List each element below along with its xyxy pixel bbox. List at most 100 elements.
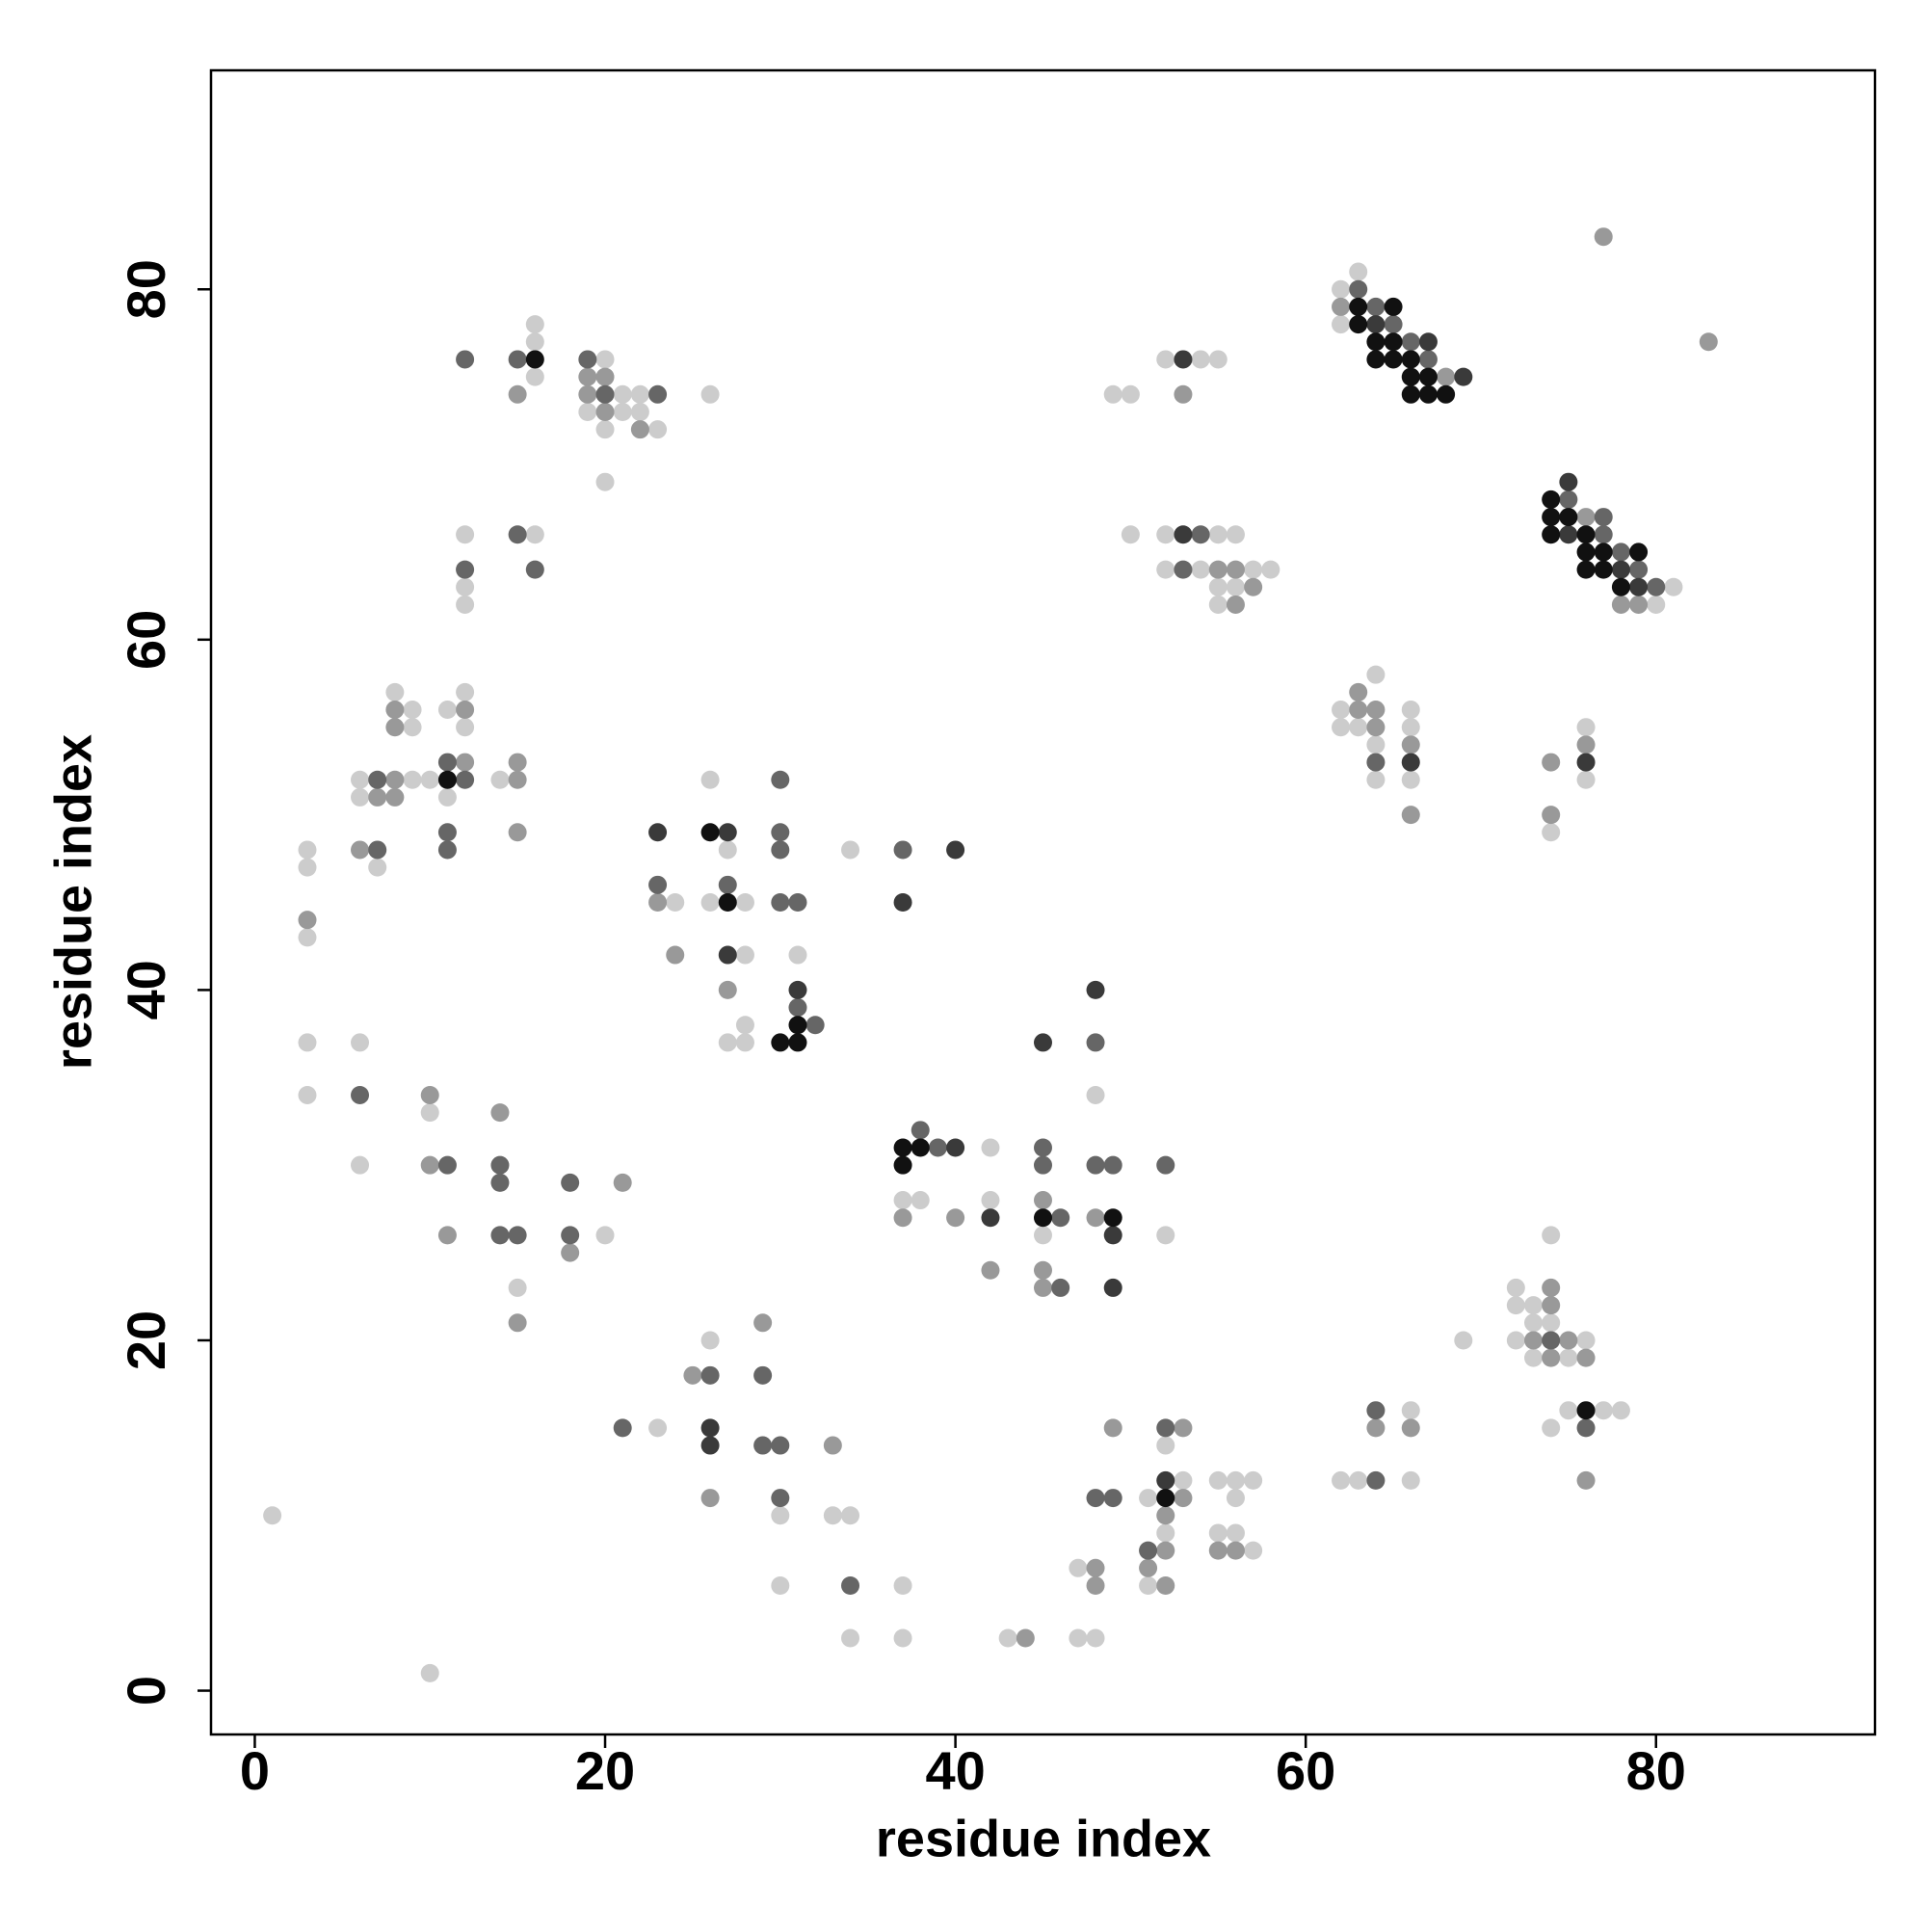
point [1366, 735, 1386, 754]
point [437, 770, 457, 789]
point [298, 840, 317, 860]
point [1086, 980, 1105, 999]
point [1261, 560, 1280, 579]
point [700, 770, 720, 789]
point [1401, 701, 1420, 720]
point [911, 1191, 930, 1210]
point [456, 560, 475, 579]
point [385, 682, 405, 701]
point [1506, 1278, 1525, 1297]
point [420, 1085, 439, 1104]
point [1647, 577, 1666, 596]
point [1594, 1401, 1613, 1420]
point [1349, 1470, 1368, 1490]
point [578, 384, 597, 404]
point [1349, 701, 1368, 720]
point [700, 1331, 720, 1350]
point [1576, 718, 1596, 737]
point [1156, 1523, 1175, 1543]
point [771, 823, 790, 842]
point [1542, 753, 1561, 772]
point [1611, 595, 1630, 614]
point [1524, 1348, 1544, 1367]
point [1244, 560, 1263, 579]
point [893, 1191, 912, 1210]
point [700, 1365, 720, 1385]
point [1086, 1033, 1105, 1052]
point [1647, 595, 1666, 614]
point [718, 980, 737, 999]
point [351, 840, 370, 860]
point [508, 823, 527, 842]
point [1103, 1489, 1122, 1508]
point [1139, 1489, 1158, 1508]
point [1034, 1260, 1052, 1280]
point [368, 770, 387, 789]
point [1069, 1628, 1088, 1648]
point [1559, 1331, 1578, 1350]
point [508, 350, 527, 369]
point [351, 787, 370, 807]
point [700, 1489, 720, 1508]
point [753, 1436, 773, 1455]
point [735, 1016, 754, 1035]
point [508, 384, 527, 404]
point [1349, 315, 1368, 334]
point [1542, 1226, 1561, 1245]
point [1576, 508, 1596, 527]
point [893, 840, 912, 860]
point [561, 1226, 580, 1245]
point [1156, 1489, 1175, 1508]
point [1051, 1208, 1070, 1228]
point [1174, 1418, 1193, 1438]
point [1174, 560, 1193, 579]
point [893, 893, 912, 912]
point [1034, 1191, 1052, 1210]
point [1174, 1489, 1193, 1508]
point [1139, 1575, 1158, 1595]
point [1174, 1470, 1193, 1490]
y-tick-label: 40 [116, 960, 176, 1019]
point [561, 1243, 580, 1262]
point [385, 770, 405, 789]
point [368, 858, 387, 877]
point [508, 1278, 527, 1297]
point [595, 402, 615, 421]
point [1086, 1085, 1105, 1104]
point [525, 560, 544, 579]
point [1401, 718, 1420, 737]
point [998, 1628, 1017, 1648]
point [805, 1016, 825, 1035]
point [1559, 508, 1578, 527]
point [1559, 490, 1578, 509]
point [263, 1506, 282, 1525]
point [788, 893, 807, 912]
point [437, 787, 457, 807]
point [946, 1138, 965, 1157]
point [1384, 332, 1403, 352]
point [1103, 1278, 1122, 1297]
point [351, 1033, 370, 1052]
point [490, 1103, 510, 1123]
point [456, 350, 475, 369]
point [1418, 332, 1438, 352]
point [1174, 525, 1193, 544]
point [1506, 1296, 1525, 1315]
point [1034, 1208, 1052, 1228]
point [1208, 560, 1227, 579]
point [893, 1138, 912, 1157]
point [1366, 350, 1386, 369]
point [1542, 1296, 1561, 1315]
point [613, 1173, 632, 1192]
point [578, 402, 597, 421]
point [893, 1628, 912, 1648]
point [771, 840, 790, 860]
point [1139, 1558, 1158, 1577]
point [351, 770, 370, 789]
point [823, 1506, 842, 1525]
point [788, 1016, 807, 1035]
point [1103, 384, 1122, 404]
point [403, 701, 422, 720]
point [648, 893, 668, 912]
point [771, 1033, 790, 1052]
